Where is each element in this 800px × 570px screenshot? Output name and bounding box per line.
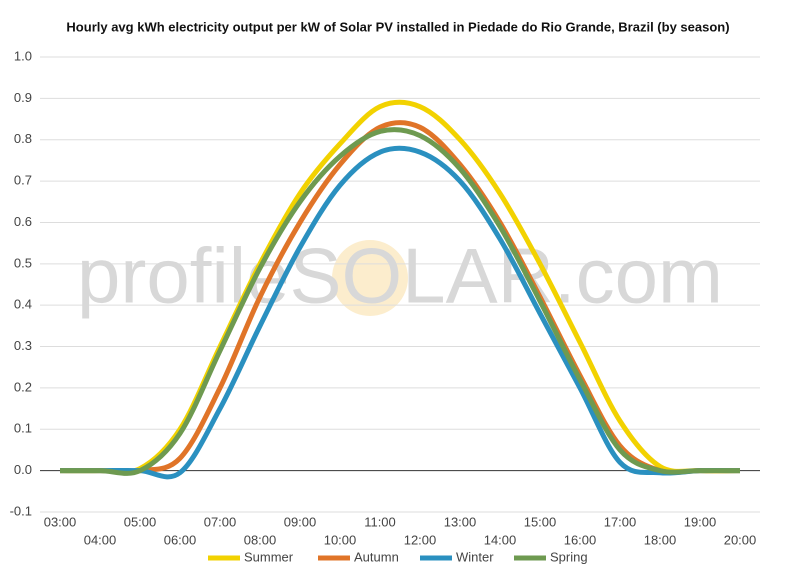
legend-label: Spring — [550, 549, 588, 564]
series-line — [59, 120, 740, 475]
series-line — [59, 145, 741, 480]
y-tick-label: 1.0 — [14, 48, 32, 63]
x-tick-label: 15:00 — [524, 514, 557, 529]
x-tick-label: 08:00 — [244, 532, 277, 547]
x-tick-label: 06:00 — [164, 532, 197, 547]
x-tick-label: 07:00 — [204, 514, 237, 529]
y-tick-label: 0.7 — [14, 173, 32, 188]
y-tick-label: 0.3 — [14, 338, 32, 353]
x-tick-label: 11:00 — [364, 514, 396, 529]
y-tick-label: 0.2 — [14, 379, 32, 394]
x-tick-label: 04:00 — [84, 532, 117, 547]
x-tick-label: 05:00 — [124, 514, 157, 529]
chart-title: Hourly avg kWh electricity output per kW… — [66, 19, 729, 34]
y-tick-label: 0.4 — [14, 297, 32, 312]
y-tick-label: -0.1 — [10, 503, 32, 518]
x-tick-label: 03:00 — [44, 514, 77, 529]
series-line — [59, 127, 740, 476]
x-tick-label: 16:00 — [564, 532, 597, 547]
x-tick-label: 18:00 — [644, 532, 677, 547]
y-tick-label: 0.8 — [14, 131, 32, 146]
y-tick-label: 0.1 — [14, 421, 32, 436]
x-tick-label: 12:00 — [404, 532, 437, 547]
y-tick-label: 0.6 — [14, 214, 32, 229]
x-tick-label: 09:00 — [284, 514, 317, 529]
x-tick-label: 10:00 — [324, 532, 357, 547]
x-tick-label: 14:00 — [484, 532, 517, 547]
legend-label: Autumn — [354, 549, 399, 564]
legend-label: Summer — [244, 549, 294, 564]
x-tick-label: 19:00 — [684, 514, 717, 529]
legend-label: Winter — [456, 549, 494, 564]
y-tick-label: 0.9 — [14, 90, 32, 105]
watermark-sun — [332, 240, 408, 316]
x-tick-label: 13:00 — [444, 514, 477, 529]
y-tick-label: 0.0 — [14, 462, 32, 477]
y-tick-label: 0.5 — [14, 255, 32, 270]
x-tick-label: 20:00 — [724, 532, 757, 547]
x-tick-label: 17:00 — [604, 514, 637, 529]
watermark: profileSOLAR.com — [77, 232, 723, 320]
